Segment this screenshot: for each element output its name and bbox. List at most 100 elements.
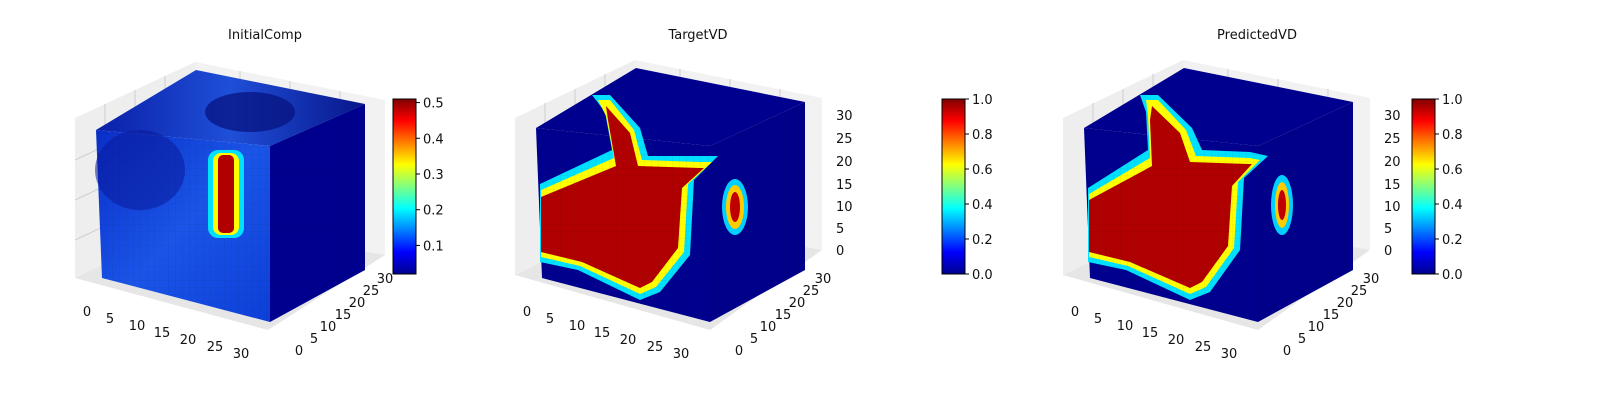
y-tick-label: 25 [363,284,380,299]
y-tick-label: 20 [1337,296,1354,311]
x-tick-label: 5 [106,312,114,327]
cube-top-face [536,68,805,146]
colorbar [941,98,966,275]
x-tick-label: 30 [233,347,250,362]
z-tick-label: 20 [836,155,853,170]
z-tick-label: 0 [1384,244,1392,259]
side-hotspot [730,192,740,222]
cube-side-face-grid [1258,102,1353,322]
colorbar-tick-label: 0.6 [972,163,993,178]
colorbar-tick-label: 0.8 [972,128,993,143]
y-tick-label: 15 [1323,308,1340,323]
z-tick-labels: 0 5 10 15 20 25 30 [836,109,853,259]
x-tick-labels: 0 5 10 15 20 25 30 [83,305,249,362]
x-tick-labels: 0 5 10 15 20 25 30 [523,305,689,362]
z-tick-label: 5 [836,222,844,237]
cube-front-face-grid [1084,128,1258,322]
colorbar-tick-label: 1.0 [972,93,993,108]
panel-targetvd: TargetVD 0.0 0.2 0.4 0.6 0.8 1.0 0 5 10 15 20… [515,28,993,362]
y-tick-label: 25 [1351,284,1368,299]
z-tick-label: 10 [836,200,853,215]
colorbar-tick-label: 0.4 [423,132,444,147]
z-tick-label: 15 [836,178,853,193]
cube-side-face-grid [710,102,805,322]
x-tick-label: 15 [1142,326,1159,341]
chart-title: TargetVD [667,28,727,43]
dark-region [95,130,185,210]
x-tick-label: 30 [673,347,690,362]
y-tick-labels: 0 5 10 15 20 25 30 [735,272,831,359]
x-tick-label: 0 [83,305,91,320]
colorbar-tick-label: 0.5 [423,97,444,112]
side-hotspot [1278,190,1286,220]
colorbar-ticks: 0.0 0.2 0.4 0.6 0.8 1.0 [965,93,993,283]
chart-title: PredictedVD [1217,28,1297,43]
cube-front-face-grid [536,128,710,322]
z-tick-label: 5 [1384,222,1392,237]
z-tick-label: 25 [836,132,853,147]
y-tick-label: 5 [1298,332,1306,347]
x-tick-label: 0 [523,305,531,320]
x-tick-label: 15 [594,326,611,341]
y-tick-labels: 0 5 10 15 20 25 30 [1283,272,1379,359]
z-tick-label: 20 [1384,155,1401,170]
x-tick-label: 30 [1221,347,1238,362]
x-tick-label: 20 [620,333,637,348]
cube-side-face-grid [270,104,365,322]
y-tick-label: 5 [750,332,758,347]
colorbar-tick-label: 0.3 [423,168,444,183]
colorbar-tick-label: 0.8 [1442,128,1463,143]
y-tick-label: 5 [310,332,318,347]
y-tick-label: 30 [377,272,394,287]
colorbar-tick-label: 0.0 [1442,268,1463,283]
chart-title: InitialComp [228,28,302,43]
y-tick-label: 0 [1283,344,1291,359]
x-tick-label: 25 [207,340,224,355]
z-tick-label: 30 [836,109,853,124]
x-tick-label: 5 [1094,312,1102,327]
x-tick-label: 10 [129,319,146,334]
colorbar-ticks: 0.1 0.2 0.3 0.4 0.5 [416,97,444,254]
x-tick-label: 25 [1195,340,1212,355]
z-tick-label: 25 [1384,132,1401,147]
y-tick-label: 15 [775,308,792,323]
z-tick-labels: 0 5 10 15 20 25 30 [1384,109,1401,259]
colorbar-tick-label: 0.4 [972,198,993,213]
x-tick-label: 25 [647,340,664,355]
colorbar-tick-label: 0.2 [972,233,993,248]
z-tick-label: 0 [836,244,844,259]
x-tick-label: 10 [569,319,586,334]
colorbar-tick-label: 0.1 [423,239,444,254]
colorbar [1411,98,1436,275]
colorbar-tick-label: 0.2 [423,204,444,219]
y-tick-labels: 0 5 10 15 20 25 30 [295,272,393,359]
y-tick-label: 20 [349,296,366,311]
y-tick-label: 20 [789,296,806,311]
y-tick-label: 10 [320,320,337,335]
panel-initialcomp: InitialComp 0.1 0.2 0.3 0.4 0.5 0 5 10 15 [74,28,444,362]
x-tick-labels: 0 5 10 15 20 25 30 [1071,305,1237,362]
x-tick-label: 15 [154,326,171,341]
x-tick-label: 20 [1168,333,1185,348]
colorbar-ticks: 0.0 0.2 0.4 0.6 0.8 1.0 [1435,93,1463,283]
hot-column-core [218,155,234,233]
colorbar [392,98,417,275]
x-tick-label: 0 [1071,305,1079,320]
colorbar-tick-label: 0.0 [972,268,993,283]
y-tick-label: 30 [1363,272,1380,287]
y-tick-label: 0 [735,344,743,359]
z-tick-label: 10 [1384,200,1401,215]
z-tick-label: 15 [1384,178,1401,193]
y-tick-label: 25 [803,284,820,299]
colorbar-tick-label: 0.6 [1442,163,1463,178]
y-tick-label: 10 [760,320,777,335]
colorbar-tick-label: 0.2 [1442,233,1463,248]
y-tick-label: 10 [1308,320,1325,335]
y-tick-label: 30 [815,272,832,287]
x-tick-label: 10 [1117,319,1134,334]
z-tick-label: 30 [1384,109,1401,124]
y-tick-label: 0 [295,344,303,359]
x-tick-label: 20 [180,333,197,348]
x-tick-label: 5 [546,312,554,327]
